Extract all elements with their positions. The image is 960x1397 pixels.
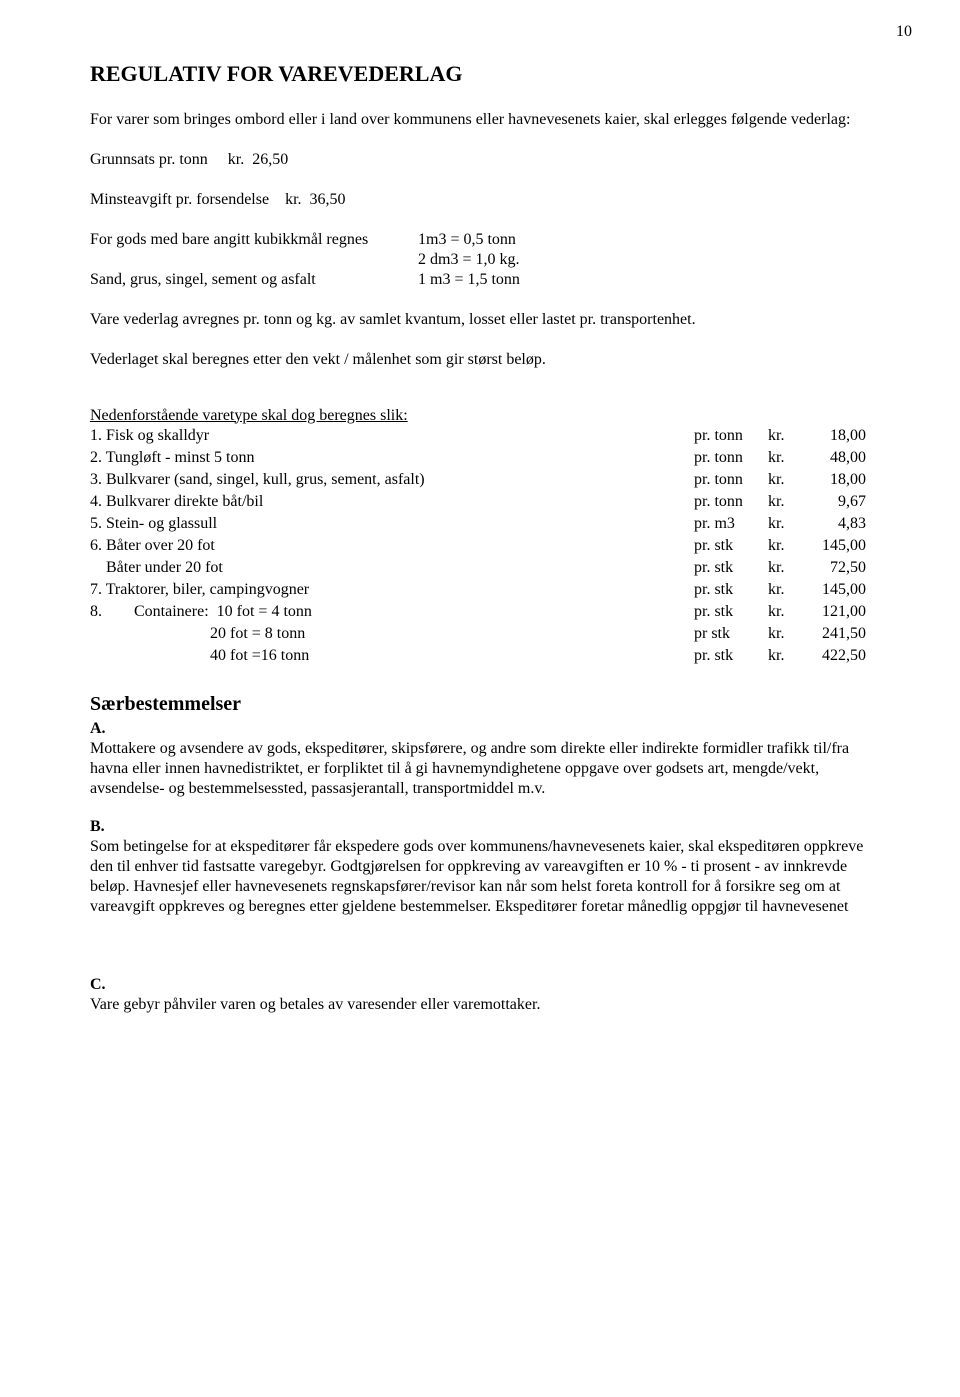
table-row: 40 fot =16 tonn pr. stk kr. 422,50 bbox=[90, 646, 870, 668]
row-unit: pr. tonn bbox=[694, 470, 768, 492]
row-val: 121,00 bbox=[802, 602, 870, 624]
row-kr: kr. bbox=[768, 646, 802, 668]
row-val: 241,50 bbox=[802, 624, 870, 646]
table-row: Båter under 20 fot pr. stk kr. 72,50 bbox=[90, 558, 870, 580]
row-desc: 1. Fisk og skalldyr bbox=[90, 426, 694, 448]
table-heading: Nedenforstående varetype skal dog beregn… bbox=[90, 406, 870, 426]
row-desc: 8. Containere: 10 fot = 4 tonn bbox=[90, 602, 694, 624]
row-desc: 3. Bulkvarer (sand, singel, kull, grus, … bbox=[90, 470, 694, 492]
row-unit: pr. stk bbox=[694, 536, 768, 558]
row-val: 4,83 bbox=[802, 514, 870, 536]
section-c-label: C. bbox=[90, 975, 870, 995]
row-val: 18,00 bbox=[802, 470, 870, 492]
row-val: 72,50 bbox=[802, 558, 870, 580]
table-row: 2. Tungløft - minst 5 tonn pr. tonn kr. … bbox=[90, 448, 870, 470]
grunnsats-kr: kr. bbox=[228, 151, 244, 168]
row-kr: kr. bbox=[768, 558, 802, 580]
row-kr: kr. bbox=[768, 448, 802, 470]
row-unit: pr. tonn bbox=[694, 492, 768, 514]
row-kr: kr. bbox=[768, 514, 802, 536]
section-b-label: B. bbox=[90, 817, 870, 837]
row-kr: kr. bbox=[768, 602, 802, 624]
table-row: 8. Containere: 10 fot = 4 tonn pr. stk k… bbox=[90, 602, 870, 624]
section-a-text: Mottakere og avsendere av gods, ekspedit… bbox=[90, 739, 870, 799]
sand-row: Sand, grus, singel, sement og asfalt 1 m… bbox=[90, 270, 870, 290]
row-unit: pr. stk bbox=[694, 646, 768, 668]
row-desc: 7. Traktorer, biler, campingvogner bbox=[90, 580, 694, 602]
row-kr: kr. bbox=[768, 624, 802, 646]
row-val: 145,00 bbox=[802, 536, 870, 558]
row-desc: 20 fot = 8 tonn bbox=[90, 624, 694, 646]
row-unit: pr stk bbox=[694, 624, 768, 646]
section-a-label: A. bbox=[90, 719, 870, 739]
row-unit: pr. tonn bbox=[694, 448, 768, 470]
row-val: 422,50 bbox=[802, 646, 870, 668]
table-row: 5. Stein- og glassull pr. m3 kr. 4,83 bbox=[90, 514, 870, 536]
row-kr: kr. bbox=[768, 426, 802, 448]
row-unit: pr. stk bbox=[694, 580, 768, 602]
gods-line-1: 1m3 = 0,5 tonn bbox=[418, 230, 516, 250]
table-row: 20 fot = 8 tonn pr stk kr. 241,50 bbox=[90, 624, 870, 646]
intro-paragraph: For varer som bringes ombord eller i lan… bbox=[90, 110, 870, 130]
row-unit: pr. tonn bbox=[694, 426, 768, 448]
page-title: REGULATIV FOR VAREVEDERLAG bbox=[90, 60, 870, 88]
row-val: 48,00 bbox=[802, 448, 870, 470]
minsteavgift-label: Minsteavgift pr. forsendelse bbox=[90, 191, 269, 208]
row-desc: 40 fot =16 tonn bbox=[90, 646, 694, 668]
table-row: 6. Båter over 20 fot pr. stk kr. 145,00 bbox=[90, 536, 870, 558]
row-val: 18,00 bbox=[802, 426, 870, 448]
row-desc: Båter under 20 fot bbox=[90, 558, 694, 580]
row-kr: kr. bbox=[768, 580, 802, 602]
sand-label: Sand, grus, singel, sement og asfalt bbox=[90, 270, 418, 290]
row-kr: kr. bbox=[768, 492, 802, 514]
gods-line-2: 2 dm3 = 1,0 kg. bbox=[90, 250, 870, 270]
row-val: 9,67 bbox=[802, 492, 870, 514]
minsteavgift-line: Minsteavgift pr. forsendelse kr. 36,50 bbox=[90, 190, 870, 210]
minsteavgift-kr: kr. bbox=[285, 191, 301, 208]
grunnsats-line: Grunnsats pr. tonn kr. 26,50 bbox=[90, 150, 870, 170]
vare-table: 1. Fisk og skalldyr pr. tonn kr. 18,00 2… bbox=[90, 426, 870, 668]
gods-intro: For gods med bare angitt kubikkmål regne… bbox=[90, 230, 418, 250]
table-row: 1. Fisk og skalldyr pr. tonn kr. 18,00 bbox=[90, 426, 870, 448]
row-desc: 5. Stein- og glassull bbox=[90, 514, 694, 536]
row-desc: 2. Tungløft - minst 5 tonn bbox=[90, 448, 694, 470]
row-desc: 4. Bulkvarer direkte båt/bil bbox=[90, 492, 694, 514]
table-row: 3. Bulkvarer (sand, singel, kull, grus, … bbox=[90, 470, 870, 492]
row-kr: kr. bbox=[768, 470, 802, 492]
row-desc: 6. Båter over 20 fot bbox=[90, 536, 694, 558]
sand-value: 1 m3 = 1,5 tonn bbox=[418, 270, 520, 290]
section-b-text: Som betingelse for at ekspeditører får e… bbox=[90, 837, 870, 917]
section-c-text: Vare gebyr påhviler varen og betales av … bbox=[90, 995, 870, 1015]
row-unit: pr. stk bbox=[694, 558, 768, 580]
gods-row-1: For gods med bare angitt kubikkmål regne… bbox=[90, 230, 870, 250]
beregnes-paragraph: Vederlaget skal beregnes etter den vekt … bbox=[90, 350, 870, 370]
table-row: 4. Bulkvarer direkte båt/bil pr. tonn kr… bbox=[90, 492, 870, 514]
row-unit: pr. m3 bbox=[694, 514, 768, 536]
special-heading: Særbestemmelser bbox=[90, 692, 870, 717]
table-row: 7. Traktorer, biler, campingvogner pr. s… bbox=[90, 580, 870, 602]
row-kr: kr. bbox=[768, 536, 802, 558]
page-number: 10 bbox=[896, 22, 912, 42]
avregnes-paragraph: Vare vederlag avregnes pr. tonn og kg. a… bbox=[90, 310, 870, 330]
grunnsats-value: 26,50 bbox=[252, 151, 288, 168]
grunnsats-label: Grunnsats pr. tonn bbox=[90, 151, 208, 168]
row-val: 145,00 bbox=[802, 580, 870, 602]
minsteavgift-value: 36,50 bbox=[310, 191, 346, 208]
row-unit: pr. stk bbox=[694, 602, 768, 624]
